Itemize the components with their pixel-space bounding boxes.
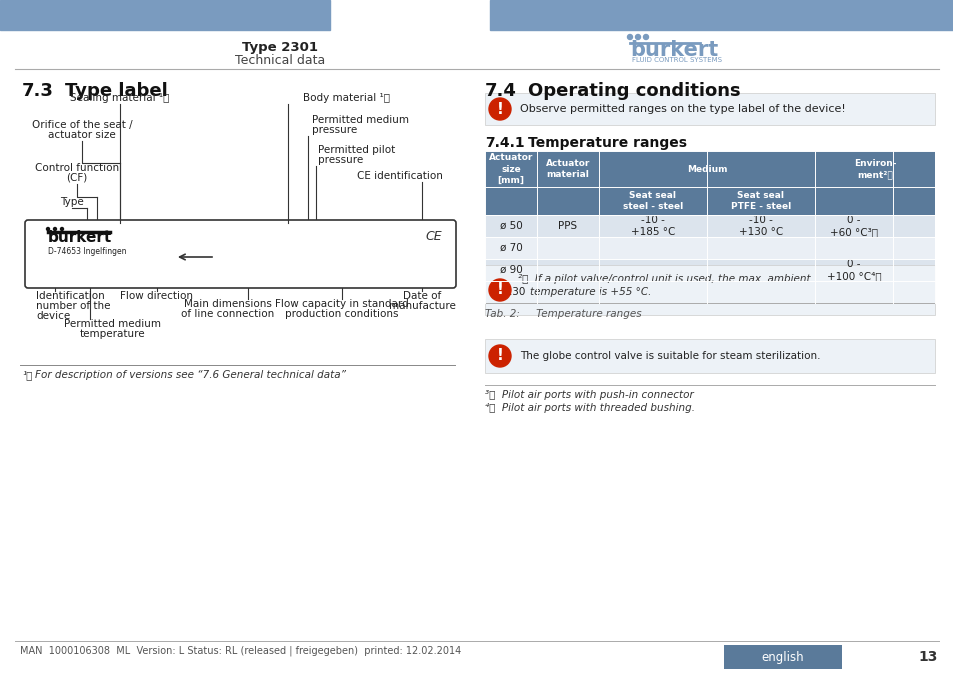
Text: FLUID CONTROL SYSTEMS: FLUID CONTROL SYSTEMS — [631, 57, 721, 63]
Text: 7.4: 7.4 — [484, 82, 517, 100]
Text: pressure: pressure — [317, 155, 363, 165]
Text: Medium: Medium — [686, 164, 726, 174]
Bar — [484, 151, 934, 187]
Text: Date of: Date of — [402, 291, 440, 301]
FancyBboxPatch shape — [25, 220, 456, 288]
Text: The globe control valve is suitable for steam sterilization.: The globe control valve is suitable for … — [519, 351, 820, 361]
Text: Orifice of the seat /: Orifice of the seat / — [31, 120, 132, 130]
Text: ø 90: ø 90 — [499, 265, 522, 275]
Text: -10 -
+130 °C: -10 - +130 °C — [739, 215, 782, 237]
Circle shape — [635, 34, 639, 40]
Text: ⁴⧩  Pilot air ports with threaded bushing.: ⁴⧩ Pilot air ports with threaded bushing… — [484, 403, 695, 413]
Text: pressure: pressure — [312, 125, 356, 135]
Text: Observe permitted ranges on the type label of the device!: Observe permitted ranges on the type lab… — [519, 104, 845, 114]
Text: Seat seal
PTFE - steel: Seat seal PTFE - steel — [730, 191, 790, 211]
Bar — [484, 187, 934, 215]
Text: Permitted medium: Permitted medium — [312, 115, 409, 125]
Text: of line connection: of line connection — [181, 309, 274, 319]
Circle shape — [643, 34, 648, 40]
Circle shape — [47, 227, 50, 230]
Bar — [484, 265, 934, 315]
Text: Flow direction: Flow direction — [120, 291, 193, 301]
Text: Operating conditions: Operating conditions — [527, 82, 740, 100]
Text: !: ! — [497, 283, 503, 297]
Bar — [484, 93, 934, 125]
Text: Body material ¹⧩: Body material ¹⧩ — [303, 93, 390, 103]
Text: Permitted pilot: Permitted pilot — [317, 145, 395, 155]
Text: Technical data: Technical data — [234, 53, 325, 67]
Text: CE: CE — [425, 230, 441, 244]
Circle shape — [627, 34, 632, 40]
Bar — [484, 237, 934, 259]
Text: temperature: temperature — [80, 329, 146, 339]
Text: 7.4.1: 7.4.1 — [484, 136, 524, 150]
Text: Type 2301: Type 2301 — [242, 40, 317, 53]
Text: (CF): (CF) — [67, 173, 88, 183]
Text: !: ! — [497, 102, 503, 116]
Text: english: english — [760, 651, 803, 664]
Text: ø 130: ø 130 — [496, 287, 525, 297]
Bar — [484, 281, 934, 303]
Text: 7.3: 7.3 — [22, 82, 53, 100]
Text: manufacture: manufacture — [388, 301, 455, 311]
Bar — [490, 0, 953, 30]
Text: ¹⧩: ¹⧩ — [22, 370, 32, 380]
Text: production conditions: production conditions — [285, 309, 398, 319]
Bar — [0, 0, 330, 30]
Text: burkert: burkert — [48, 230, 112, 246]
Text: Temperature ranges: Temperature ranges — [527, 136, 686, 150]
Bar — [484, 215, 934, 237]
Bar — [723, 645, 841, 669]
Circle shape — [489, 98, 511, 120]
Bar — [484, 339, 934, 373]
Text: Identification: Identification — [36, 291, 105, 301]
Text: For description of versions see “7.6 General technical data”: For description of versions see “7.6 Gen… — [35, 370, 346, 380]
Text: Type: Type — [60, 197, 84, 207]
Text: !: ! — [497, 349, 503, 363]
Text: PPS: PPS — [558, 221, 577, 231]
Text: Flow capacity in standard: Flow capacity in standard — [274, 299, 409, 309]
Text: Tab. 2:     Temperature ranges: Tab. 2: Temperature ranges — [484, 309, 641, 319]
Text: Sealing material ¹⧩: Sealing material ¹⧩ — [71, 93, 170, 103]
Bar — [484, 259, 934, 281]
Circle shape — [60, 227, 64, 230]
Text: actuator size: actuator size — [48, 130, 115, 140]
Circle shape — [489, 279, 511, 301]
Text: CE identification: CE identification — [356, 171, 442, 181]
Text: Actuator
size
[mm]: Actuator size [mm] — [488, 153, 533, 184]
Text: number of the: number of the — [36, 301, 111, 311]
Text: Control function: Control function — [35, 163, 119, 173]
Text: 13: 13 — [918, 650, 937, 664]
Text: temperature is +55 °C.: temperature is +55 °C. — [530, 287, 651, 297]
Text: device: device — [36, 311, 71, 321]
Text: Permitted medium: Permitted medium — [65, 319, 161, 329]
Text: D-74653 Ingelfingen: D-74653 Ingelfingen — [48, 246, 127, 256]
Circle shape — [489, 345, 511, 367]
Text: 0 -
+60 °C³⧩: 0 - +60 °C³⧩ — [829, 215, 877, 237]
Text: Main dimensions: Main dimensions — [184, 299, 272, 309]
Text: ²⧩  If a pilot valve/control unit is used, the max. ambient: ²⧩ If a pilot valve/control unit is used… — [517, 274, 810, 284]
Text: ø 70: ø 70 — [499, 243, 522, 253]
Text: -10 -
+185 °C: -10 - +185 °C — [630, 215, 675, 237]
Text: MAN  1000106308  ML  Version: L Status: RL (released | freigegeben)  printed: 12: MAN 1000106308 ML Version: L Status: RL … — [20, 646, 460, 656]
Text: ³⧩  Pilot air ports with push-in connector: ³⧩ Pilot air ports with push-in connecto… — [484, 390, 693, 400]
Text: burkert: burkert — [629, 40, 718, 60]
Text: Seat seal
steel - steel: Seat seal steel - steel — [622, 191, 682, 211]
Text: Environ-
ment²⧩: Environ- ment²⧩ — [853, 159, 895, 179]
Text: Type label: Type label — [65, 82, 168, 100]
Text: Actuator
material: Actuator material — [545, 159, 590, 179]
Circle shape — [53, 227, 56, 230]
Text: ø 50: ø 50 — [499, 221, 522, 231]
Text: 0 -
+100 °C⁴⧩: 0 - +100 °C⁴⧩ — [826, 259, 881, 281]
